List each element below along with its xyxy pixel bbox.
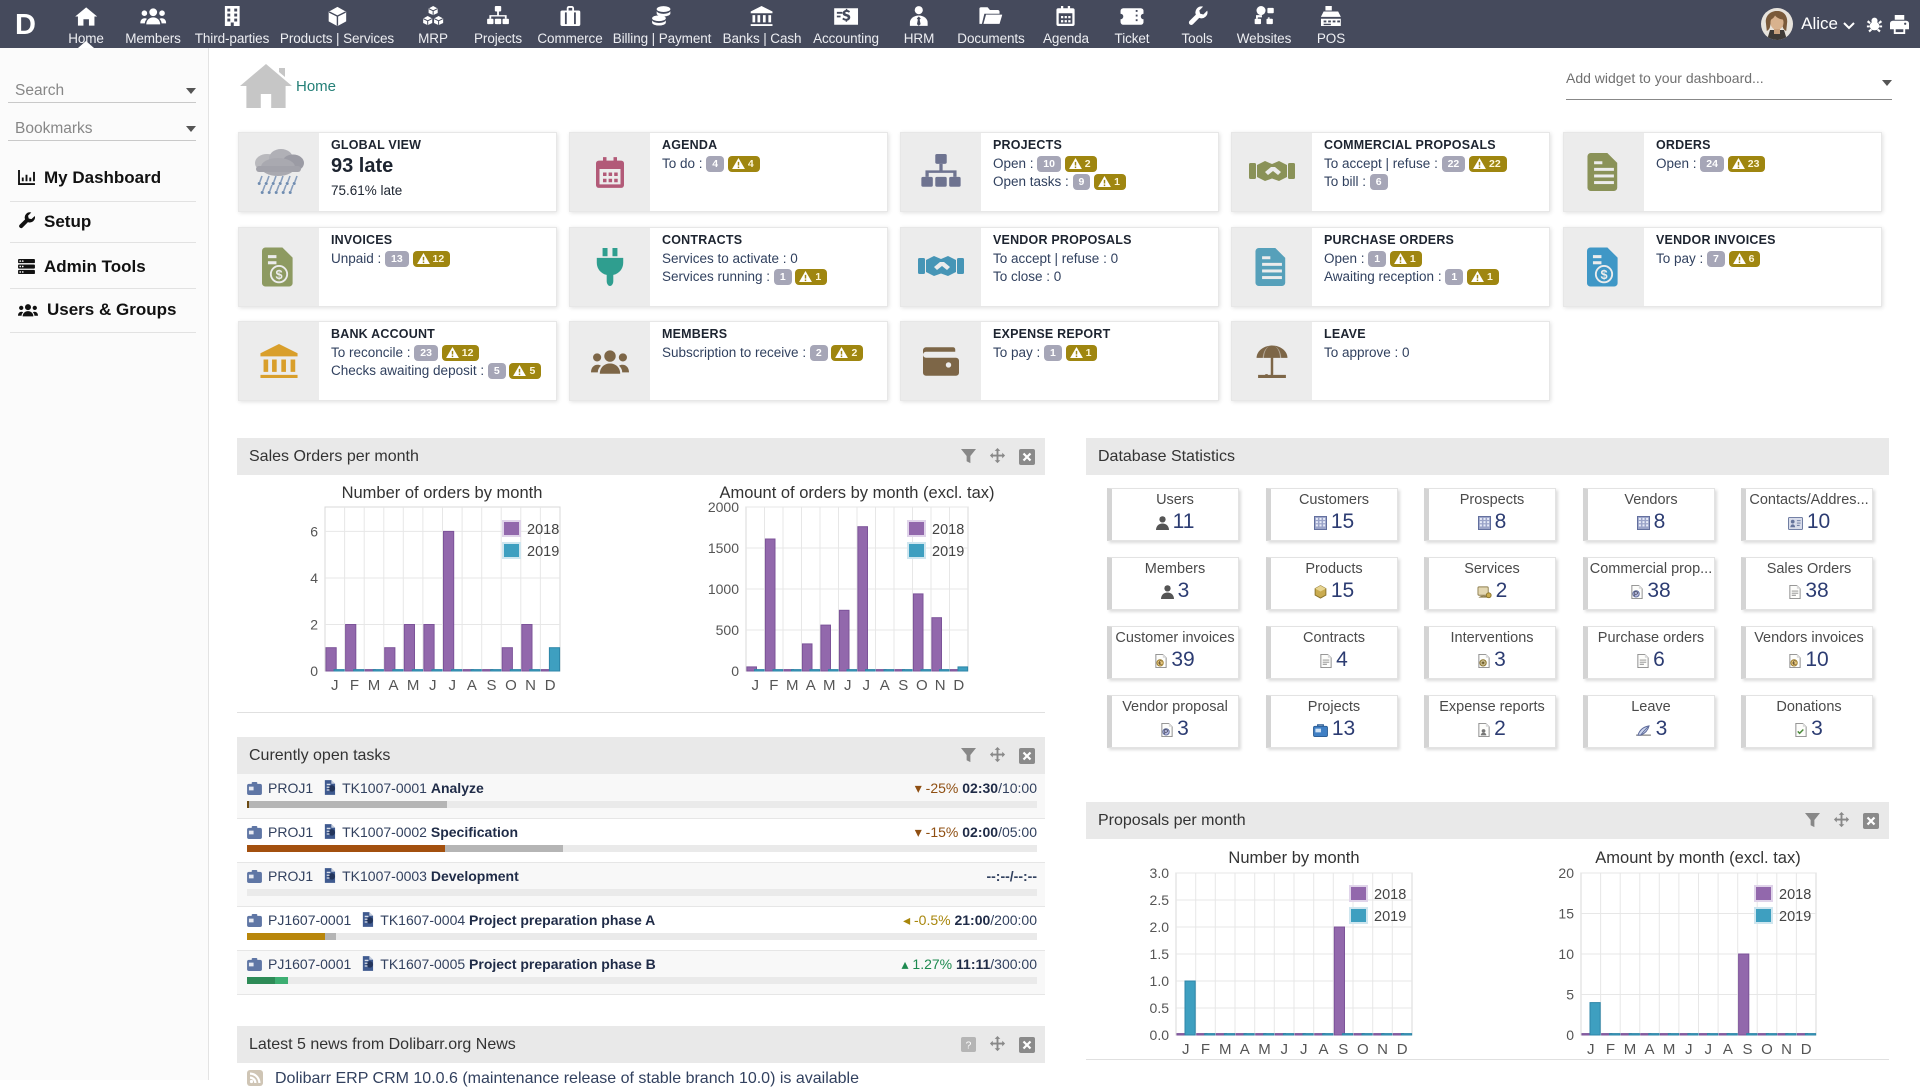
svg-text:O: O bbox=[1761, 1041, 1773, 1057]
svg-text:A: A bbox=[467, 677, 477, 694]
svg-text:A: A bbox=[1240, 1041, 1250, 1057]
svg-text:A: A bbox=[1644, 1041, 1654, 1057]
svg-text:1000: 1000 bbox=[708, 581, 739, 597]
svg-text:0: 0 bbox=[310, 663, 318, 679]
svg-text:M: M bbox=[823, 677, 836, 694]
svg-text:N: N bbox=[935, 677, 946, 694]
svg-text:1.0: 1.0 bbox=[1150, 973, 1170, 989]
svg-text:A: A bbox=[1723, 1041, 1733, 1057]
svg-text:2000: 2000 bbox=[708, 499, 739, 515]
svg-text:A: A bbox=[806, 677, 816, 694]
svg-text:2019: 2019 bbox=[527, 544, 559, 560]
svg-text:P: P bbox=[1634, 592, 1638, 598]
svg-text:O: O bbox=[1357, 1041, 1369, 1057]
svg-text:€: € bbox=[1159, 661, 1163, 667]
svg-text:M: M bbox=[786, 677, 799, 694]
svg-text:2018: 2018 bbox=[932, 522, 964, 538]
svg-text:S: S bbox=[1338, 1041, 1348, 1057]
svg-text:0: 0 bbox=[1566, 1027, 1574, 1043]
svg-text:Amount by month (excl. tax): Amount by month (excl. tax) bbox=[1595, 849, 1800, 867]
svg-text:D: D bbox=[1397, 1041, 1408, 1057]
svg-text:F: F bbox=[1201, 1041, 1210, 1057]
svg-text:P: P bbox=[1164, 730, 1168, 736]
svg-text:F: F bbox=[769, 677, 778, 694]
svg-text:?: ? bbox=[966, 1040, 972, 1051]
svg-text:6: 6 bbox=[310, 523, 318, 539]
svg-text:2.0: 2.0 bbox=[1150, 919, 1170, 935]
svg-text:J: J bbox=[862, 677, 870, 694]
svg-text:Amount of orders by month (exc: Amount of orders by month (excl. tax) bbox=[719, 484, 994, 502]
svg-text:0: 0 bbox=[731, 663, 739, 679]
svg-text:M: M bbox=[368, 677, 381, 694]
svg-text:N: N bbox=[1781, 1041, 1792, 1057]
svg-text:A: A bbox=[880, 677, 890, 694]
svg-text:2.5: 2.5 bbox=[1150, 892, 1170, 908]
svg-text:D: D bbox=[1801, 1041, 1812, 1057]
svg-text:M: M bbox=[1663, 1041, 1676, 1057]
svg-text:S: S bbox=[486, 677, 496, 694]
svg-text:Number by month: Number by month bbox=[1228, 849, 1359, 867]
svg-text:J: J bbox=[1705, 1041, 1713, 1057]
svg-text:2019: 2019 bbox=[1374, 909, 1406, 925]
svg-text:J: J bbox=[751, 677, 759, 694]
svg-text:N: N bbox=[525, 677, 536, 694]
svg-text:2018: 2018 bbox=[1374, 887, 1406, 903]
svg-text:Number of orders by month: Number of orders by month bbox=[342, 484, 543, 502]
svg-text:J: J bbox=[429, 677, 437, 694]
svg-text:J: J bbox=[331, 677, 339, 694]
svg-text:J: J bbox=[1587, 1041, 1595, 1057]
svg-text:D: D bbox=[953, 677, 964, 694]
svg-text:A: A bbox=[1318, 1041, 1328, 1057]
svg-text:10: 10 bbox=[1558, 946, 1574, 962]
svg-text:5: 5 bbox=[1566, 987, 1574, 1003]
svg-text:4: 4 bbox=[310, 570, 318, 586]
svg-text:$: $ bbox=[275, 267, 282, 282]
svg-text:J: J bbox=[449, 677, 457, 694]
svg-text:N: N bbox=[1377, 1041, 1388, 1057]
svg-text:3.0: 3.0 bbox=[1150, 865, 1170, 881]
svg-text:M: M bbox=[1624, 1041, 1637, 1057]
svg-text:M: M bbox=[407, 677, 420, 694]
svg-text:S: S bbox=[1742, 1041, 1752, 1057]
svg-text:2018: 2018 bbox=[527, 522, 559, 538]
svg-text:2019: 2019 bbox=[932, 544, 964, 560]
svg-text:$: $ bbox=[1600, 267, 1607, 282]
svg-text:J: J bbox=[844, 677, 852, 694]
svg-text:2018: 2018 bbox=[1779, 887, 1811, 903]
svg-text:A: A bbox=[388, 677, 398, 694]
svg-text:€: € bbox=[1793, 661, 1797, 667]
svg-text:J: J bbox=[1300, 1041, 1308, 1057]
svg-text:0.5: 0.5 bbox=[1150, 1000, 1170, 1016]
svg-text:0.0: 0.0 bbox=[1150, 1027, 1170, 1043]
svg-text:M: M bbox=[1219, 1041, 1232, 1057]
svg-text:O: O bbox=[916, 677, 928, 694]
svg-text:20: 20 bbox=[1558, 865, 1574, 881]
svg-text:F: F bbox=[1606, 1041, 1615, 1057]
svg-text:F: F bbox=[350, 677, 359, 694]
svg-text:D: D bbox=[545, 677, 556, 694]
svg-text:2019: 2019 bbox=[1779, 909, 1811, 925]
svg-text:1500: 1500 bbox=[708, 540, 739, 556]
svg-text:S: S bbox=[898, 677, 908, 694]
svg-text:500: 500 bbox=[716, 622, 740, 638]
svg-text:1.5: 1.5 bbox=[1150, 946, 1170, 962]
svg-text:J: J bbox=[1182, 1041, 1190, 1057]
svg-text:15: 15 bbox=[1558, 906, 1574, 922]
svg-text:J: J bbox=[1685, 1041, 1693, 1057]
svg-text:M: M bbox=[1258, 1041, 1271, 1057]
svg-text:J: J bbox=[1280, 1041, 1288, 1057]
svg-text:O: O bbox=[505, 677, 517, 694]
svg-text:2: 2 bbox=[310, 617, 318, 633]
